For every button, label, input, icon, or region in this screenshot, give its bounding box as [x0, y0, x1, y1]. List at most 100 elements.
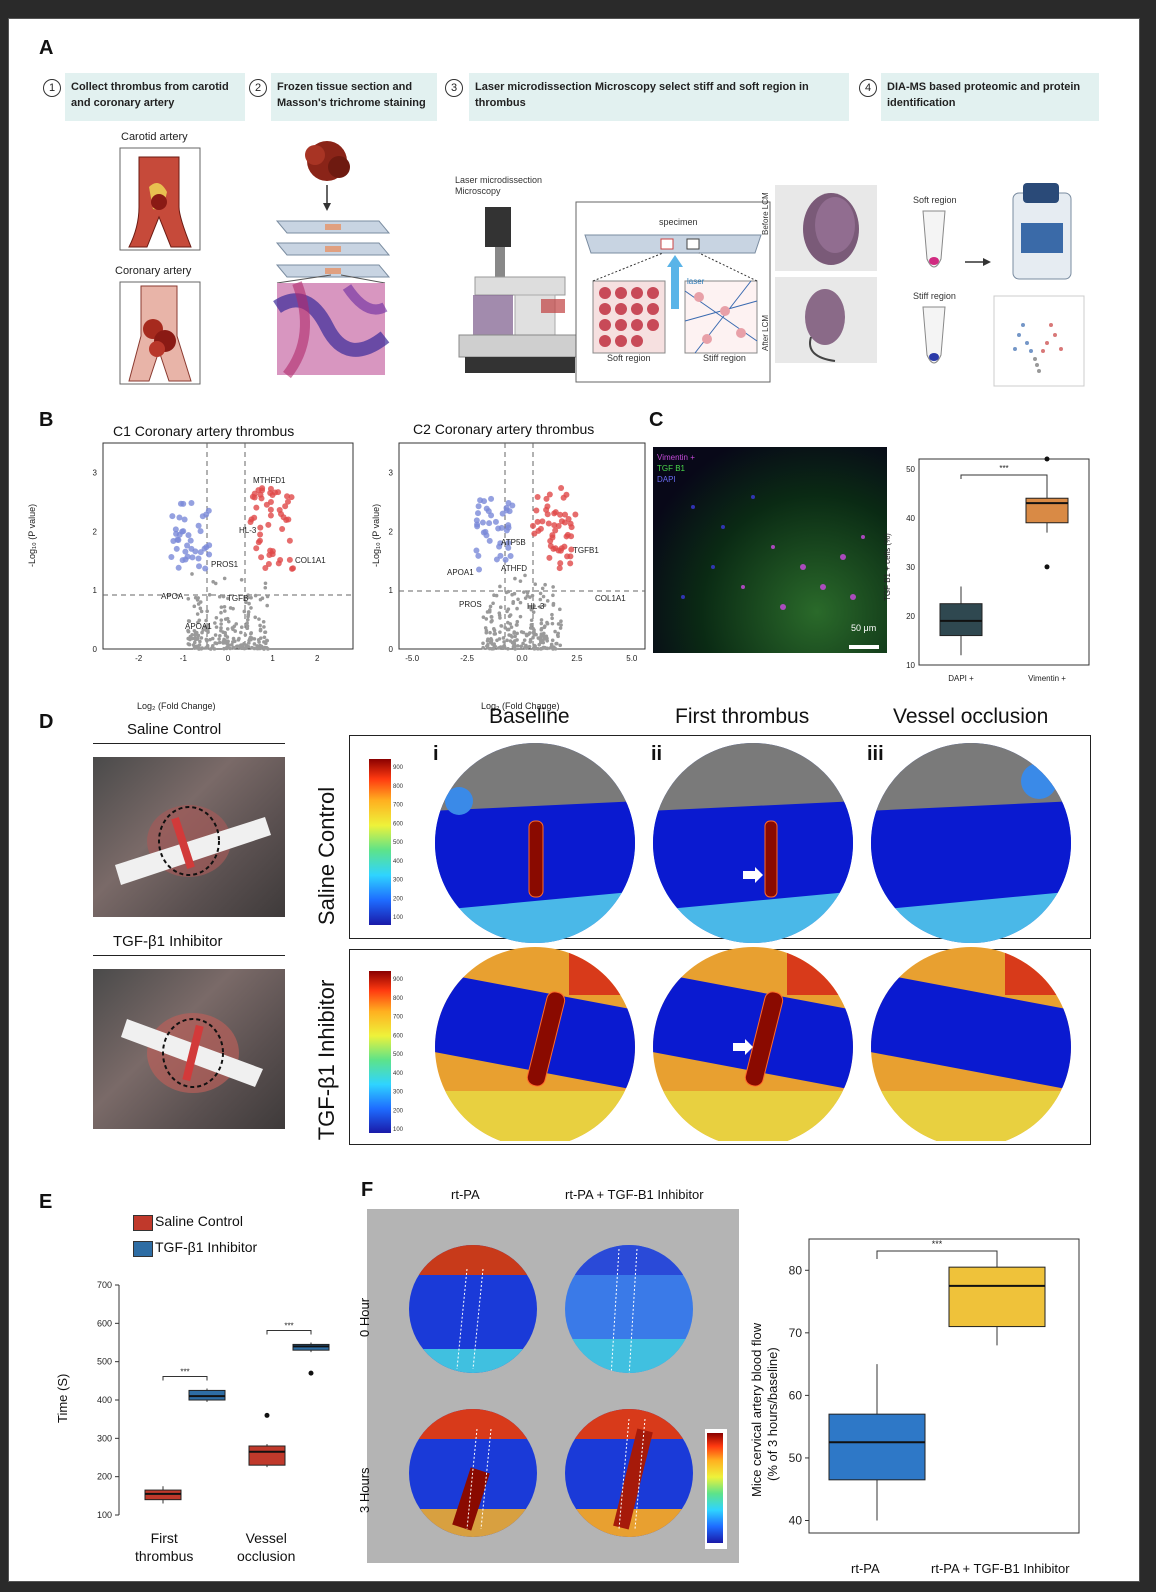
col-title-first-thrombus: First thrombus [675, 705, 810, 728]
volcano-point [498, 630, 502, 634]
colorbar-ticks-1: 900 800 700 600 500 400 300 200 100 [393, 765, 404, 921]
colorbar-tick: 900 [393, 977, 404, 983]
volcano-point [513, 647, 517, 651]
volcano-point [210, 644, 215, 648]
volcano-point-up [555, 547, 562, 554]
volcano-point [536, 647, 540, 651]
volcano-point [498, 645, 503, 649]
volcano-point [226, 619, 231, 624]
volcano-point-down [473, 547, 480, 554]
soft-region-tube-label: Soft region [913, 195, 957, 205]
volcano-point-down [474, 521, 481, 528]
volcano-point-up [551, 510, 558, 517]
volcano-point [555, 641, 559, 646]
roman-i: i [433, 743, 439, 765]
box-c-significance: *** [999, 464, 1008, 473]
carotid-label: Carotid artery [121, 131, 188, 143]
volcano-point [512, 644, 517, 648]
volcano-point-up [567, 520, 574, 527]
y-tick-label: 0 [93, 645, 98, 654]
legend-inhibitor: TGF-β1 Inhibitor [155, 1239, 258, 1255]
box-c-ytick: 20 [906, 612, 915, 621]
volcano-point-down [195, 522, 202, 529]
volcano-point [205, 609, 210, 614]
volcano-point [237, 636, 241, 641]
box-c-0-box [939, 603, 983, 637]
volcano-point-up [534, 494, 541, 501]
volcano-point [550, 621, 555, 626]
volcano-point-up [562, 511, 569, 518]
volcano-point [226, 639, 230, 644]
panel-f-label: F [361, 1179, 374, 1201]
stiff-region-label: Stiff region [703, 353, 746, 363]
volcano-point [213, 621, 217, 625]
volcano-point-down [503, 507, 510, 514]
volcano-point [223, 617, 228, 621]
volcano-point [538, 605, 542, 609]
inhibitor-laser-row [349, 949, 1091, 1145]
volcano-point-down [492, 518, 499, 525]
volcano-point-down [196, 563, 203, 570]
volcano-point [484, 617, 489, 621]
volcano-point [235, 644, 239, 649]
volcano-c2-xlabel: Log₂ (Fold Change) [481, 701, 560, 711]
volcano-point [502, 640, 506, 644]
volcano-point [253, 593, 258, 598]
volcano-point [223, 633, 228, 638]
volcano-point-down [475, 552, 482, 559]
step-1-number: 1 [43, 79, 61, 97]
box-f-ytick: 60 [789, 1388, 803, 1402]
x-tick-label: 0.0 [516, 654, 528, 663]
specimen-label: specimen [659, 217, 698, 227]
row-title-inhibitor: TGF-β1 Inhibitor [314, 979, 339, 1141]
volcano-point [232, 624, 237, 629]
volcano-point [231, 645, 236, 650]
volcano-point [551, 585, 555, 589]
soft-tube-icon [922, 210, 946, 268]
volcano-point [219, 618, 224, 622]
volcano-point [219, 605, 224, 609]
box-f-significance: *** [932, 1239, 943, 1249]
x-tick-label: -1 [180, 654, 188, 663]
volcano-point [244, 600, 248, 605]
volcano-point [259, 644, 264, 649]
volcano-point [231, 627, 235, 632]
volcano-point-down [177, 500, 184, 507]
volcano-point [204, 637, 209, 642]
volcano-point-down [205, 507, 212, 514]
volcano-point [258, 627, 263, 632]
volcano-point [515, 606, 519, 611]
volcano-point-up [255, 487, 262, 494]
volcano-point [537, 642, 542, 647]
panel-d-label: D [39, 711, 54, 733]
f-row-title-3h: 3 Hours [357, 1467, 372, 1513]
volcano-point [208, 647, 213, 651]
svg-text:COL1A1: COL1A1 [295, 556, 326, 565]
volcano-point [204, 618, 208, 623]
volcano-point-up [262, 565, 269, 572]
volcano-point [521, 641, 525, 646]
volcano-point [509, 633, 513, 638]
volcano-point [186, 636, 191, 641]
volcano-point [260, 596, 265, 601]
volcano-point [531, 635, 535, 640]
volcano-point-up [565, 515, 572, 522]
photo-label-saline: Saline Control [127, 721, 222, 738]
box-f-ytick: 50 [789, 1451, 803, 1465]
volcano-point-up [272, 489, 279, 496]
volcano-point-up [253, 545, 260, 552]
volcano-point-down [172, 526, 179, 533]
volcano-point [246, 593, 250, 597]
volcano-point [217, 640, 222, 645]
volcano-point [245, 621, 249, 625]
volcano-point [198, 606, 203, 611]
colorbar-tick: 300 [393, 1090, 404, 1096]
photo-label-inhibitor: TGF-β1 Inhibitor [113, 933, 223, 950]
step-4-box: DIA-MS based proteomic and protein ident… [881, 73, 1099, 121]
volcano-c2-title: C2 Coronary artery thrombus [413, 421, 595, 437]
volcano-point [200, 646, 204, 650]
y-tick-label: 0 [389, 645, 394, 654]
colorbar-tick: 500 [393, 1052, 404, 1058]
figure-page: A 1 Collect thrombus from carotid and co… [8, 18, 1140, 1582]
volcano-point-down [175, 564, 182, 571]
